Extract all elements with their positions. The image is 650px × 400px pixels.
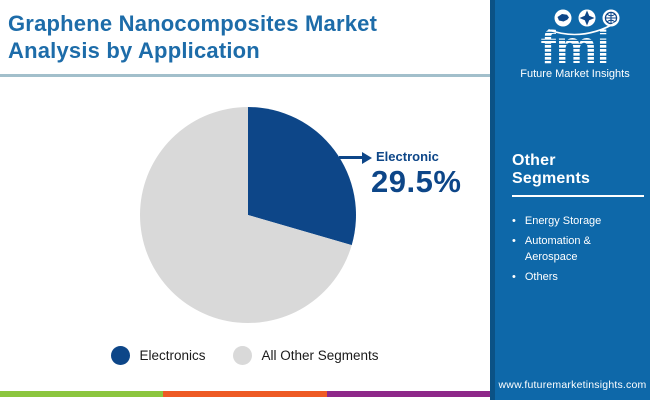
- logo-tagline: Future Market Insights: [520, 68, 630, 80]
- footer-stripe-segment-2: [163, 391, 327, 397]
- legend-item: Electronics: [111, 346, 205, 365]
- callout-arrowhead-icon: [362, 151, 372, 164]
- fmi-logo: fmi Future Market Insights: [520, 9, 630, 80]
- other-segment-label: Energy Storage: [524, 215, 602, 227]
- legend-label: Electronics: [139, 348, 206, 363]
- footer-stripe-segment-3: [326, 391, 490, 397]
- logo-brand: fmi: [540, 21, 609, 73]
- brand-sidebar: fmi Future Market Insights Other Segment…: [490, 0, 650, 400]
- other-segments-section: Other Segments • Energy Storage • Automatio…: [495, 152, 650, 288]
- footer-stripe-segment-1: [0, 391, 164, 397]
- compass-icon: [578, 9, 595, 27]
- callout-label: Electronic: [376, 149, 439, 164]
- legend: Electronics All Other Segments: [0, 346, 490, 365]
- legend-item: All Other Segments: [233, 346, 379, 365]
- title-divider: [0, 74, 490, 77]
- callout-arrow: [339, 156, 363, 159]
- pie-slice-all-other-segments: [140, 107, 352, 323]
- other-segments-list: • Energy Storage • Automation & Aerospace • O…: [512, 213, 638, 285]
- other-segment-label: Automation & Aerospace: [524, 234, 591, 264]
- other-segment-item: • Others: [512, 269, 638, 286]
- footer-stripe: [0, 391, 490, 397]
- bullet-icon: •: [512, 234, 516, 247]
- heading-underline: [512, 195, 644, 197]
- legend-swatch-icon: [233, 346, 253, 365]
- page-title: Graphene Nanocomposites Market Analysis …: [8, 11, 378, 63]
- callout-value: 29.5%: [371, 164, 462, 199]
- pie-slice-electronics: [248, 107, 356, 246]
- bullet-icon: •: [512, 270, 516, 283]
- other-segments-heading: Other Segments: [512, 152, 591, 187]
- pie-chart: [140, 107, 356, 323]
- logo-swoosh: [547, 21, 618, 36]
- map-icon: [554, 9, 571, 27]
- other-segment-item: • Energy Storage: [512, 213, 638, 230]
- other-segment-item: • Automation & Aerospace: [512, 233, 638, 266]
- legend-label: All Other Segments: [261, 348, 379, 363]
- chart-panel: Graphene Nanocomposites Market Analysis …: [0, 11, 490, 397]
- bullet-icon: •: [512, 215, 516, 227]
- other-segment-label: Others: [524, 270, 558, 283]
- website-url: www.futuremarketinsights.com: [498, 379, 647, 391]
- legend-swatch-icon: [111, 346, 131, 365]
